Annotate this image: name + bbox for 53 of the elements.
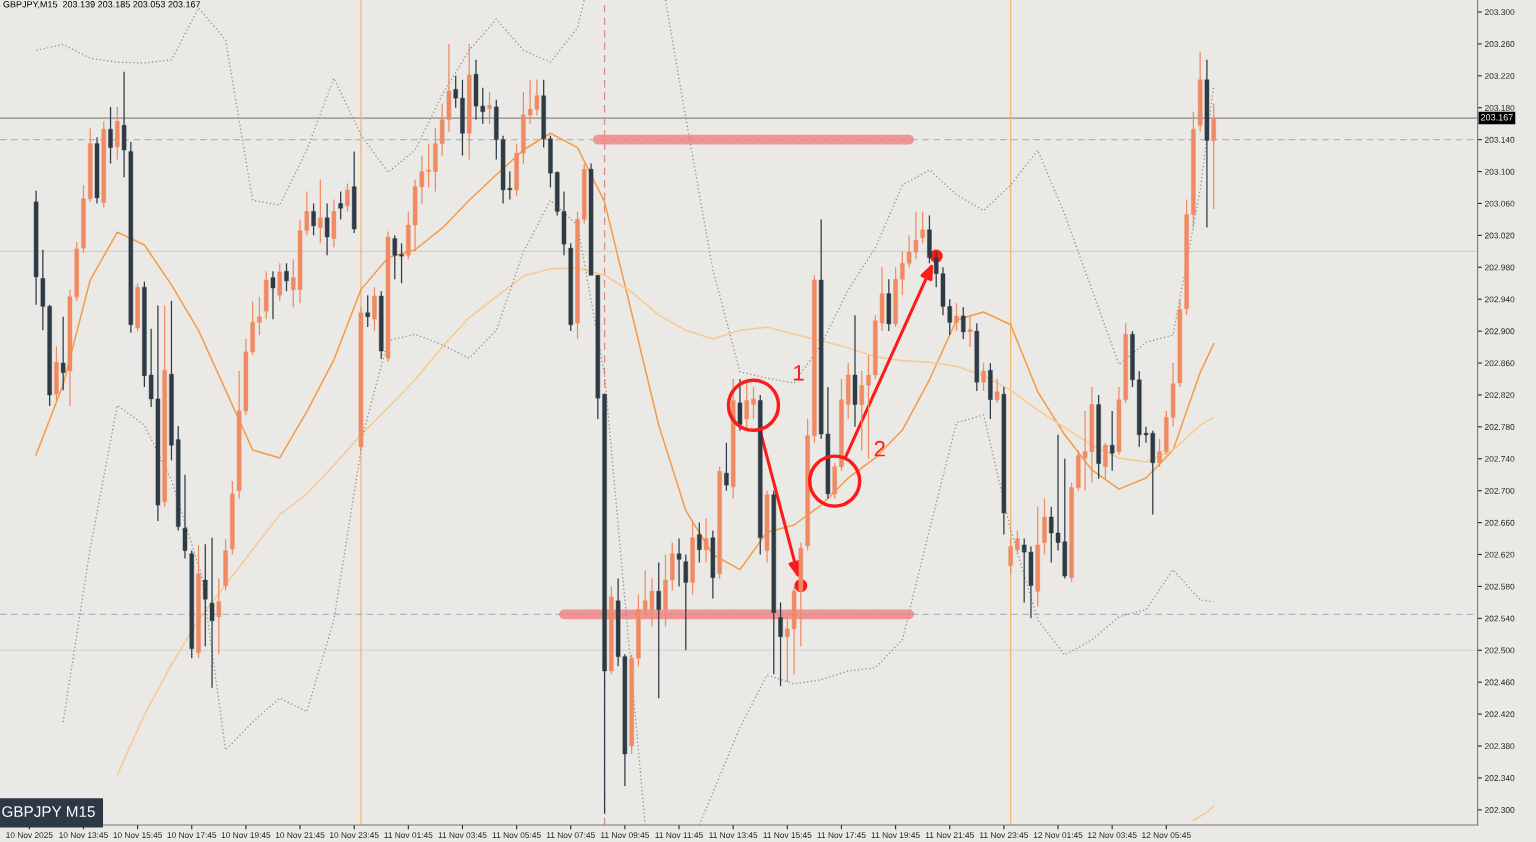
y-tick-label: 202.580	[1485, 583, 1515, 590]
x-tick-label: 10 Nov 17:45	[167, 832, 217, 839]
x-tick-label: 10 Nov 21:45	[275, 832, 325, 839]
x-tick-label: 11 Nov 09:45	[601, 832, 650, 839]
y-tick-label: 202.540	[1485, 615, 1515, 622]
x-tick-label: 10 Nov 13:45	[59, 832, 108, 839]
annotation: GBPJPY M15	[2, 806, 95, 818]
y-tick-label: 203.060	[1485, 200, 1515, 207]
x-tick-label: 11 Nov 17:45	[817, 832, 866, 839]
y-tick-label: 202.860	[1485, 360, 1515, 367]
y-tick-label: 203.140	[1485, 136, 1515, 143]
y-tick-label: 203.300	[1485, 9, 1515, 16]
x-tick-label: 12 Nov 05:45	[1142, 832, 1191, 839]
y-tick-label: 202.380	[1485, 743, 1515, 750]
y-tick-label: 203.180	[1485, 104, 1515, 111]
chart-title: GBPJPY,M15 203.139 203.185 203.053 203.167	[3, 1, 201, 9]
x-tick-label: 11 Nov 21:45	[925, 832, 974, 839]
x-tick-label: 10 Nov 2025	[6, 832, 53, 839]
y-tick-label: 202.700	[1485, 487, 1515, 494]
x-tick-label: 11 Nov 13:45	[709, 832, 758, 839]
x-tick-label: 11 Nov 15:45	[763, 832, 812, 839]
y-tick-label: 202.660	[1485, 519, 1515, 526]
y-tick-label: 202.900	[1485, 328, 1515, 335]
annotation: 1	[794, 365, 804, 381]
x-tick-label: 11 Nov 01:45	[384, 832, 433, 839]
y-tick-label: 203.020	[1485, 232, 1515, 239]
y-tick-label: 202.780	[1485, 424, 1515, 430]
y-tick-label: 202.460	[1485, 679, 1515, 686]
y-tick-label: 202.620	[1485, 551, 1515, 558]
x-tick-label: 11 Nov 23:45	[980, 832, 1029, 839]
x-tick-label: 11 Nov 07:45	[546, 832, 595, 839]
y-tick-label: 203.220	[1485, 73, 1515, 79]
x-tick-label: 12 Nov 01:45	[1033, 832, 1083, 839]
y-tick-label: 202.740	[1485, 455, 1515, 462]
y-tick-label: 203.260	[1485, 41, 1515, 47]
annotation: 2	[874, 440, 885, 457]
y-tick-label: 203.100	[1485, 168, 1515, 175]
y-tick-label: 202.980	[1485, 264, 1515, 271]
y-tick-label: 202.300	[1485, 807, 1515, 813]
x-tick-label: 11 Nov 11:45	[655, 832, 703, 839]
x-tick-label: 11 Nov 05:45	[492, 832, 541, 839]
x-tick-label: 10 Nov 19:45	[221, 832, 271, 839]
x-tick-label: 10 Nov 15:45	[113, 832, 163, 839]
x-tick-label: 12 Nov 03:45	[1088, 832, 1137, 839]
ref-line-label: 203.167	[1481, 114, 1513, 121]
y-tick-label: 202.500	[1485, 647, 1515, 654]
y-tick-label: 202.940	[1485, 296, 1515, 303]
y-tick-label: 202.340	[1485, 775, 1515, 782]
y-tick-label: 202.820	[1485, 392, 1515, 399]
x-tick-label: 11 Nov 19:45	[871, 832, 920, 839]
x-tick-label: 11 Nov 03:45	[438, 832, 487, 839]
y-tick-label: 202.420	[1485, 711, 1515, 718]
x-tick-label: 10 Nov 23:45	[330, 832, 379, 839]
